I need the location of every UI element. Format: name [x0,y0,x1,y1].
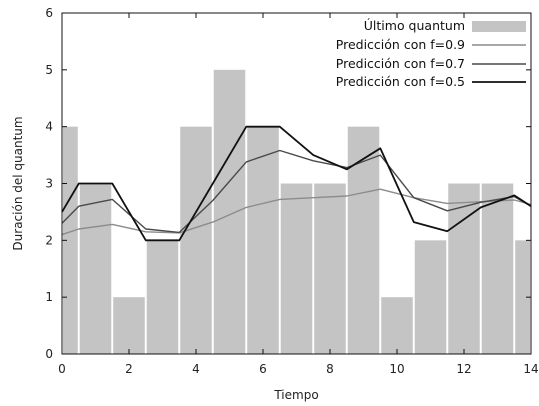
bar-1 [79,183,112,354]
x-tick-label-4: 8 [326,362,334,376]
legend-label-1: Predicción con f=0.9 [336,37,465,52]
legend-swatch-bar [472,21,526,32]
y-tick-label-2: 2 [45,233,53,247]
bar-4 [180,126,212,355]
legend-label-3: Predicción con f=0.5 [336,74,465,89]
x-tick-label-3: 6 [259,362,267,376]
bar-3 [146,240,179,354]
y-tick-label-1: 1 [45,290,53,304]
y-tick-label-6: 6 [45,6,53,20]
bar-5 [213,69,246,354]
bar-2 [113,297,145,354]
lines-layer [61,125,532,242]
legend-label-2: Predicción con f=0.7 [336,56,465,71]
bar-7 [280,183,313,354]
bar-14 [515,240,530,354]
x-tick-label-5: 10 [389,362,404,376]
bar-11 [414,240,447,354]
x-tick-label-6: 12 [456,362,471,376]
y-tick-label-3: 3 [45,177,53,191]
bar-10 [381,297,413,354]
x-axis-label: Tiempo [273,388,318,402]
legend: Último quantum Predicción con f=0.9 Predic… [336,18,526,89]
series-line-1 [61,149,532,234]
y-tick-label-4: 4 [45,120,53,134]
x-tick-label-0: 0 [58,362,66,376]
series-line-2 [61,125,532,242]
bar-6 [247,126,279,355]
x-tick-label-1: 2 [125,362,133,376]
y-axis-label: Duración del quantum [11,116,25,250]
bar-13 [481,183,514,354]
y-tick-label-0: 0 [45,347,53,361]
x-tick-label-7: 14 [523,362,538,376]
bar-8 [314,183,346,354]
x-tick-label-2: 4 [192,362,200,376]
series-line-0 [61,188,532,236]
bars-layer [63,69,530,355]
legend-label-0: Último quantum [364,18,465,33]
y-tick-label-5: 5 [45,63,53,77]
